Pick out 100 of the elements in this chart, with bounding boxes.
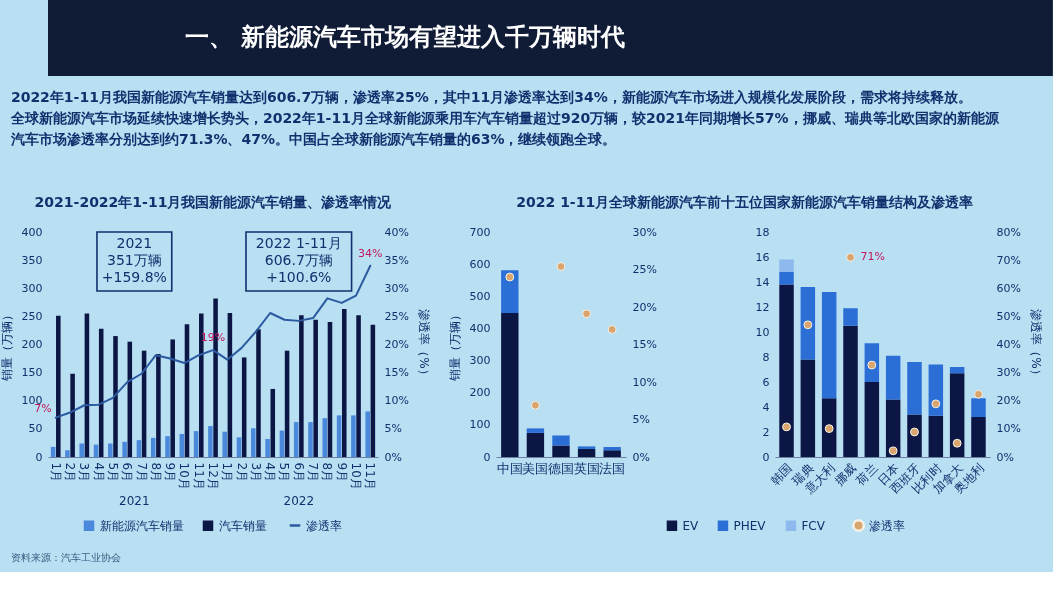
y-tick-label: 400 xyxy=(469,321,491,335)
y-tick-label: 600 xyxy=(469,257,491,271)
point xyxy=(931,399,941,409)
y-tick-label: 18 xyxy=(755,225,770,239)
y2-tick-label: 15% xyxy=(384,366,409,380)
x-tick-label: 8月 xyxy=(148,462,163,483)
text: 2022 1-11月全球新能源汽车前十五位国家新能源汽车销量结构及渗透率 xyxy=(516,194,974,210)
bar xyxy=(299,315,304,457)
point xyxy=(824,424,834,434)
y2-tick-label: 30% xyxy=(384,281,409,295)
x-tick-label: 6月 xyxy=(291,462,306,483)
bar xyxy=(113,336,118,457)
y-tick-label: 700 xyxy=(469,225,491,239)
bar xyxy=(79,443,85,457)
y-tick-label: 200 xyxy=(469,386,491,400)
y-tick-label: 400 xyxy=(21,225,43,239)
text: 2022年1-11月我国新能源汽车销量达到606.7万辆，渗透率25%，其中11月渗透率达到34%，新能源汽车市场进入规模化发展阶段，需求将持续释放。 xyxy=(10,89,972,105)
bar xyxy=(843,308,858,326)
x-tick-label: 8月 xyxy=(320,462,335,483)
y2-tick-label: 60% xyxy=(996,281,1021,295)
y2-axis-title: 渗透率（%） xyxy=(416,309,431,381)
legend-label: 渗透率 xyxy=(869,518,906,533)
y2-tick-label: 70% xyxy=(996,253,1021,267)
bar xyxy=(821,398,837,457)
y-tick-label: 2 xyxy=(762,425,770,439)
y2-tick-label: 15% xyxy=(632,338,657,351)
legend-label: EV xyxy=(682,518,700,533)
point xyxy=(846,252,855,262)
y-tick-label: 0 xyxy=(35,450,43,464)
point xyxy=(974,389,983,399)
bar xyxy=(843,325,858,457)
x-tick-label: 6月 xyxy=(120,462,135,483)
bar xyxy=(928,415,944,457)
y2-tick-label: 20% xyxy=(996,394,1021,408)
bar xyxy=(603,450,621,457)
y2-tick-label: 20% xyxy=(632,300,657,314)
y2-tick-label: 10% xyxy=(632,375,657,389)
text: 资料来源：汽车工业协会 xyxy=(10,552,121,563)
x-tick-label: 1月 xyxy=(48,462,63,483)
y2-tick-label: 5% xyxy=(384,422,402,436)
y2-axis-title: 渗透率（%） xyxy=(1028,309,1043,381)
bar xyxy=(949,373,965,457)
x-tick-label: 中国 xyxy=(496,460,523,476)
y-tick-label: 500 xyxy=(469,289,491,303)
y-tick-label: 10 xyxy=(755,325,770,339)
y2-tick-label: 0% xyxy=(384,450,402,464)
bar xyxy=(256,329,261,457)
y2-tick-label: 30% xyxy=(996,366,1021,380)
y-tick-label: 150 xyxy=(21,366,43,380)
bar xyxy=(308,422,313,457)
bar xyxy=(251,428,256,457)
x-tick-label: 1月 xyxy=(220,462,235,483)
text: 2021 xyxy=(119,494,150,508)
x-tick-label: 12月 xyxy=(206,462,220,490)
bar xyxy=(907,362,922,415)
bar xyxy=(165,436,170,457)
bar xyxy=(800,359,816,457)
point xyxy=(888,446,898,456)
point xyxy=(803,320,813,330)
x-tick-label: 11月 xyxy=(191,462,206,490)
point xyxy=(582,309,592,319)
y-tick-label: 300 xyxy=(469,354,491,368)
bar xyxy=(265,439,270,457)
bar xyxy=(800,287,816,360)
x-tick-label: 7月 xyxy=(306,462,321,483)
bar xyxy=(156,354,161,457)
y-tick-label: 16 xyxy=(755,250,770,264)
bar xyxy=(821,292,837,399)
text: 全球新能源汽车市场延续快速增长势头，2022年1-11月全球新能源乘用车汽车销量超过920万辆，较2021年同期增长57%，挪威、瑞典等北欧国家的新能源汽车市场渗透率分别达到约71.3%、47%。中国占全球新能源汽车销量的63%，继续领跑全球。 xyxy=(9,110,1000,147)
bar xyxy=(56,315,61,457)
y-tick-label: 300 xyxy=(21,281,43,295)
bar xyxy=(971,398,986,417)
bar xyxy=(779,259,794,272)
bar xyxy=(907,414,922,457)
bar xyxy=(351,415,356,457)
point xyxy=(910,427,919,437)
y2-tick-label: 10% xyxy=(384,394,409,408)
legend-label: 新能源汽车销量 xyxy=(99,518,184,533)
bar xyxy=(779,284,794,457)
point xyxy=(505,272,515,282)
bar xyxy=(313,319,318,457)
bar xyxy=(108,443,113,457)
bar xyxy=(885,399,901,457)
y-axis-title: 销量（万辆） xyxy=(447,309,462,382)
point xyxy=(556,262,566,271)
y-tick-label: 100 xyxy=(469,418,491,432)
text: 2022 xyxy=(283,494,315,508)
bar xyxy=(779,272,794,285)
x-tick-label: 4月 xyxy=(91,462,106,483)
annotation: 2021 351万辆 +159.8% xyxy=(101,235,167,285)
y-tick-label: 200 xyxy=(21,338,43,351)
bar xyxy=(577,448,596,457)
bar xyxy=(341,309,347,457)
x-tick-label: 3月 xyxy=(77,462,92,483)
y2-tick-label: 0% xyxy=(996,450,1014,464)
y-tick-label: 350 xyxy=(21,253,43,267)
bar xyxy=(208,426,213,457)
bar xyxy=(356,315,361,457)
annotation: 2022 1-11月 606.7万辆 +100.6% xyxy=(255,235,342,285)
x-tick-label: 4月 xyxy=(263,462,278,483)
